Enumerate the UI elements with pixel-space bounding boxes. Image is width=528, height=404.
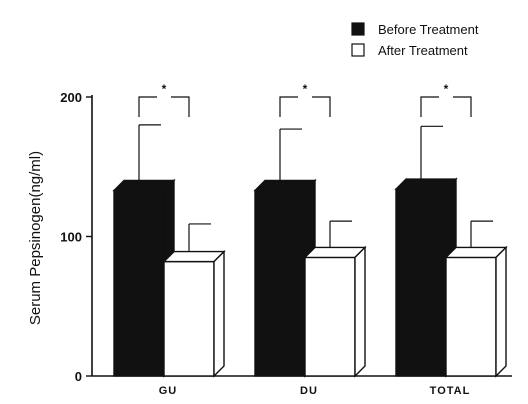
y-tick-label: 100	[60, 230, 82, 245]
bracket-left	[420, 96, 439, 117]
y-axis-label: Serum Pepsinogen(ng/ml)	[27, 151, 44, 325]
bracket-left	[279, 96, 298, 117]
bar-front	[395, 188, 447, 377]
bar-front	[113, 189, 165, 377]
bar-front	[163, 260, 215, 377]
x-tick-label: DU	[300, 385, 318, 397]
legend: Before Treatment After Treatment	[351, 22, 479, 58]
bar-after-treatment	[444, 220, 508, 378]
x-tick-label: TOTAL	[430, 385, 471, 397]
significance-bracket: *	[138, 82, 190, 117]
bar-front	[254, 189, 306, 377]
bracket-right	[171, 96, 190, 117]
bar-before-treatment	[112, 124, 176, 378]
significance-marker: *	[303, 82, 308, 96]
legend-label: After Treatment	[378, 43, 468, 58]
y-tick-label: 0	[75, 369, 82, 384]
legend-label: Before Treatment	[378, 22, 479, 37]
legend-swatch	[351, 22, 365, 36]
legend-item-before-treatment: Before Treatment	[351, 22, 479, 37]
labels: * GU * DU * TOTAL	[138, 82, 472, 397]
bars	[112, 124, 508, 378]
bar-side	[495, 245, 507, 378]
significance-marker: *	[162, 82, 167, 96]
bracket-left	[138, 96, 157, 117]
significance-bracket: *	[420, 82, 472, 117]
legend-swatch	[351, 43, 365, 57]
bar-side	[354, 245, 366, 378]
y-tick-label: 200	[60, 90, 82, 105]
bar-side	[213, 249, 225, 378]
bar-after-treatment	[162, 223, 226, 378]
significance-marker: *	[444, 82, 449, 96]
significance-bracket: *	[279, 82, 331, 117]
bar-front	[304, 256, 356, 377]
bracket-right	[312, 96, 331, 117]
legend-item-after-treatment: After Treatment	[351, 43, 468, 58]
x-tick-label: GU	[159, 385, 178, 397]
bar-front	[445, 256, 497, 377]
bar-after-treatment	[303, 220, 367, 378]
bar-before-treatment	[394, 125, 458, 378]
bracket-right	[453, 96, 472, 117]
